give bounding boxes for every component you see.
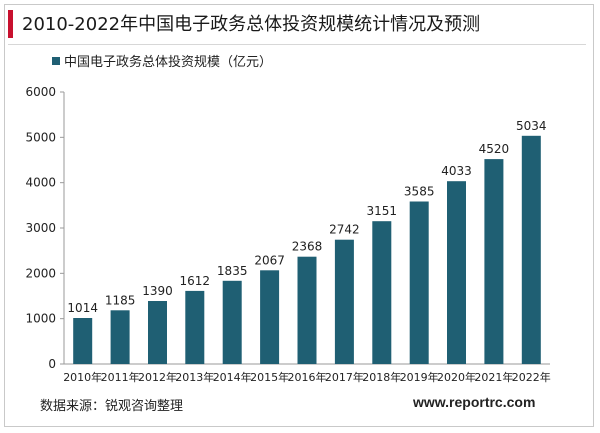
x-tick-label: 2014年 <box>213 370 252 384</box>
x-tick-label: 2022年 <box>512 370 551 384</box>
bar <box>484 159 504 364</box>
legend-swatch <box>52 57 60 65</box>
y-tick-label: 1000 <box>25 312 56 326</box>
x-tick-label: 2012年 <box>138 370 177 384</box>
data-label: 1835 <box>217 264 248 278</box>
axes: 0 1000 2000 3000 4000 5000 6000 2010年2011年2012年… <box>25 85 550 384</box>
x-tick-label: 2020年 <box>437 370 476 384</box>
bar <box>297 256 317 364</box>
data-label: 3585 <box>404 185 435 199</box>
data-label: 1612 <box>180 274 211 288</box>
bar <box>185 290 205 364</box>
bar <box>409 201 429 364</box>
bar <box>521 135 541 364</box>
data-label: 4033 <box>441 164 472 178</box>
data-label: 3151 <box>367 204 398 218</box>
y-tick-label: 3000 <box>25 221 56 235</box>
y-tick-label: 6000 <box>25 85 56 99</box>
x-tick-label: 2017年 <box>325 370 364 384</box>
bar <box>447 181 466 364</box>
data-label: 5034 <box>516 119 547 133</box>
data-label: 2742 <box>329 223 360 237</box>
title-accent-bar <box>8 10 13 38</box>
bar <box>334 239 354 364</box>
title-divider <box>8 44 586 45</box>
bar <box>372 221 392 364</box>
x-tick-label: 2010年 <box>63 370 102 384</box>
data-label: 1185 <box>105 293 136 307</box>
data-label: 2368 <box>292 240 323 254</box>
y-tick-label: 0 <box>48 357 56 371</box>
data-label: 4520 <box>479 142 510 156</box>
y-tick-label: 4000 <box>25 176 56 190</box>
y-tick-label: 2000 <box>25 266 56 280</box>
x-tick-label: 2015年 <box>250 370 289 384</box>
source-note: 数据来源：锐观咨询整理 <box>40 399 184 414</box>
y-tick-label: 5000 <box>25 130 56 144</box>
bar <box>260 270 280 364</box>
data-label: 1014 <box>67 301 98 315</box>
page-title: 2010-2022年中国电子政务总体投资规模统计情况及预测 <box>22 14 481 35</box>
bars <box>73 135 541 364</box>
x-tick-label: 2013年 <box>175 370 214 384</box>
data-label: 1390 <box>142 284 173 298</box>
x-tick-label: 2019年 <box>400 370 439 384</box>
bar <box>222 280 242 364</box>
x-tick-label: 2011年 <box>101 370 140 384</box>
x-tick-label: 2018年 <box>362 370 401 384</box>
legend-label: 中国电子政务总体投资规模（亿元） <box>64 54 272 70</box>
data-label: 2067 <box>254 253 285 267</box>
bar <box>148 301 167 364</box>
legend: 中国电子政务总体投资规模（亿元） <box>52 54 272 70</box>
bar <box>110 310 130 364</box>
x-tick-label: 2021年 <box>474 370 513 384</box>
bar <box>73 318 93 364</box>
site-url: www.reportrc.com <box>413 394 536 410</box>
x-tick-label: 2016年 <box>288 370 327 384</box>
data-labels: 1014 1185 1390 1612 1835 2067 2368 2742 3151 3585… <box>67 119 546 315</box>
